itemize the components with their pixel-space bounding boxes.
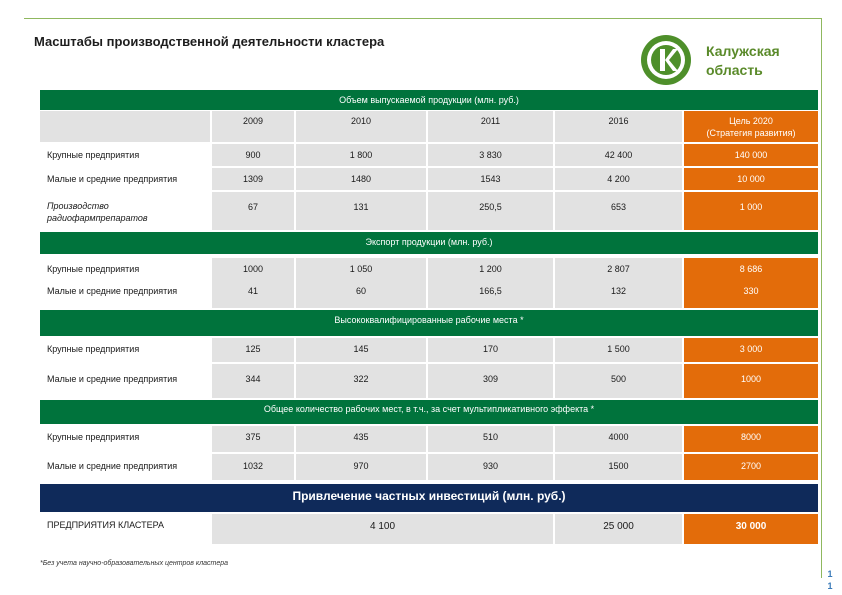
value-2009: 375 [212, 426, 294, 452]
value-2016: 653 [555, 192, 682, 230]
value-2009: 41 [212, 280, 294, 308]
value-2009: 1000 [212, 258, 294, 280]
header-year-2011: 2011 [428, 111, 553, 142]
row-label: Малые и средние предприятия [47, 286, 178, 296]
region-name-line1: Калужская [706, 43, 780, 59]
value-2009: 1309 [212, 168, 294, 190]
row-label-line2: радиофармпрепаратов [47, 213, 148, 223]
region-name-line2: область [706, 62, 763, 78]
value-2016: 500 [555, 364, 682, 398]
section-header-investments: Привлечение частных инвестиций (млн. руб… [40, 484, 818, 512]
row-label: Крупные предприятия [47, 344, 140, 354]
value-goal-2020: 1 000 [684, 192, 818, 230]
value-2009: 67 [212, 192, 294, 230]
value-2011: 510 [428, 426, 553, 452]
value-goal-2020: 8 686 [684, 258, 818, 280]
row-label-line1: Производство [47, 201, 109, 211]
value-2010: 1 800 [296, 144, 426, 166]
section-header-export: Экспорт продукции (млн. руб.) [40, 232, 818, 254]
page-number: 1 1 [826, 568, 834, 592]
row-label: Малые и средние предприятия [47, 461, 178, 471]
value-goal-2020: 10 000 [684, 168, 818, 190]
header-goal-line1: Цель 2020 [729, 116, 773, 126]
value-2011: 309 [428, 364, 553, 398]
kaluga-region-logo [641, 35, 691, 85]
value-2011: 170 [428, 338, 553, 362]
value-2010: 1480 [296, 168, 426, 190]
section-header-skilled-jobs: Высококвалифицированные рабочие места * [40, 310, 818, 336]
value-goal-2020: 8000 [684, 426, 818, 452]
value-2016: 25 000 [555, 514, 682, 544]
value-2010: 322 [296, 364, 426, 398]
region-name: Калужская область [706, 42, 780, 80]
header-year-2009: 2009 [212, 111, 294, 142]
header-goal-line2: (Стратегия развития) [706, 128, 796, 138]
value-2010: 145 [296, 338, 426, 362]
value-goal-2020: 330 [684, 280, 818, 308]
value-2016: 4 200 [555, 168, 682, 190]
row-label: Крупные предприятия [47, 150, 140, 160]
value-2010: 131 [296, 192, 426, 230]
footnote: *Без учета научно-образовательных центро… [40, 560, 229, 567]
value-2009-2011-merged: 4 100 [212, 514, 553, 544]
page-number-digit2: 1 [827, 581, 833, 591]
value-goal-2020: 3 000 [684, 338, 818, 362]
value-2009: 125 [212, 338, 294, 362]
value-2009: 1032 [212, 454, 294, 480]
row-label: Производство радиофармпрепаратов [40, 200, 210, 228]
section-header-total-jobs: Общее количество рабочих мест, в т.ч., з… [40, 400, 818, 424]
value-goal-2020: 140 000 [684, 144, 818, 166]
value-2011: 930 [428, 454, 553, 480]
value-2010: 60 [296, 280, 426, 308]
value-2010: 435 [296, 426, 426, 452]
value-2016: 42 400 [555, 144, 682, 166]
value-2011: 166,5 [428, 280, 553, 308]
header-empty-cell [40, 111, 210, 142]
row-label: Малые и средние предприятия [47, 374, 178, 384]
frame-top-line [24, 18, 822, 19]
value-2016: 2 807 [555, 258, 682, 280]
header-year-2010: 2010 [296, 111, 426, 142]
value-2010: 1 050 [296, 258, 426, 280]
row-label: Малые и средние предприятия [47, 174, 178, 184]
row-label: Крупные предприятия [47, 264, 140, 274]
header-year-2016: 2016 [555, 111, 682, 142]
value-2009: 344 [212, 364, 294, 398]
value-2011: 250,5 [428, 192, 553, 230]
header-goal-2020: Цель 2020 (Стратегия развития) [684, 111, 818, 142]
value-2010: 970 [296, 454, 426, 480]
value-2016: 1 500 [555, 338, 682, 362]
value-2016: 132 [555, 280, 682, 308]
section-header-output: Объем выпускаемой продукции (млн. руб.) [40, 90, 818, 110]
frame-right-line [821, 18, 822, 578]
value-goal-2020: 2700 [684, 454, 818, 480]
value-2011: 3 830 [428, 144, 553, 166]
page-title: Масштабы производственной деятельности к… [34, 34, 385, 49]
value-2016: 1500 [555, 454, 682, 480]
value-goal-2020: 1000 [684, 364, 818, 398]
value-goal-2020: 30 000 [684, 514, 818, 544]
page-number-digit1: 1 [827, 569, 833, 579]
row-label: ПРЕДПРИЯТИЯ КЛАСТЕРА [47, 520, 165, 530]
value-2011: 1543 [428, 168, 553, 190]
row-label: Крупные предприятия [47, 432, 140, 442]
value-2009: 900 [212, 144, 294, 166]
value-2016: 4000 [555, 426, 682, 452]
value-2011: 1 200 [428, 258, 553, 280]
